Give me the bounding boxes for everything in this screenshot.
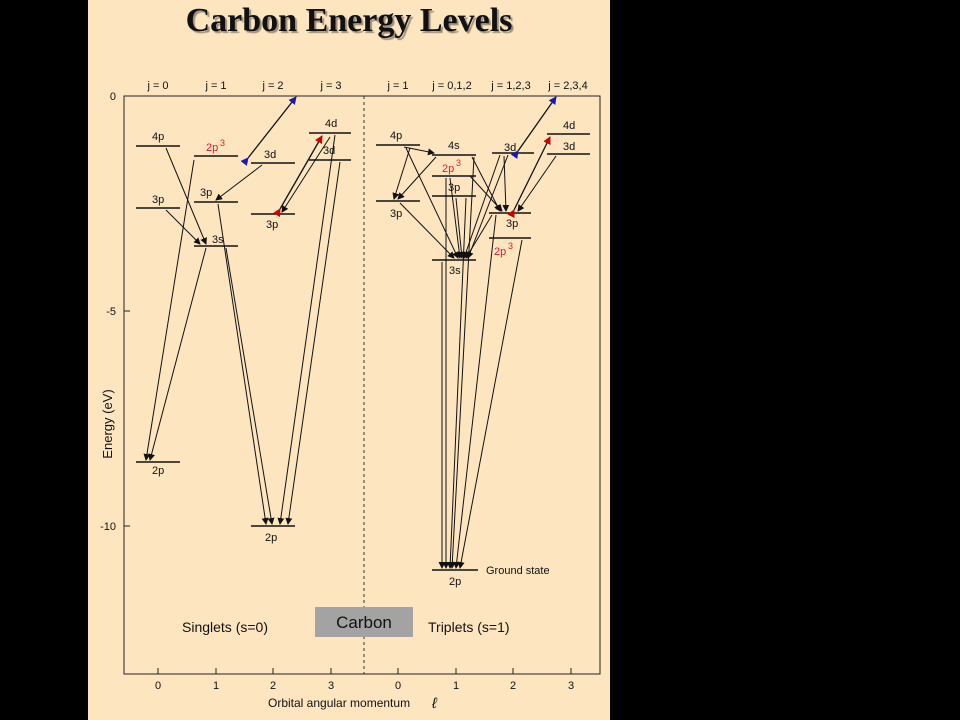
carbon-label-box: [315, 607, 413, 637]
x-tick-triplet-2: 2: [510, 680, 516, 692]
label-t-3d: 3d: [504, 142, 516, 154]
transition-t-3p2-2p: [453, 214, 497, 569]
x-tick-singlet-1: 1: [213, 680, 219, 692]
x-axis-label: Orbital angular momentum: [268, 696, 410, 710]
x-axis-symbol: ℓ: [431, 695, 438, 712]
label-s-2p-l2: 2p: [265, 532, 277, 544]
label-s-3p-l1: 3p: [200, 187, 212, 199]
label-s-4d: 4d: [325, 118, 337, 130]
label-t-2p-ground: 2p: [449, 576, 461, 588]
label-s-4p: 4p: [152, 131, 164, 143]
transition-t-2p3-3s: [449, 177, 463, 259]
y-axis: 0 -5 -10 Energy (eV): [100, 91, 130, 533]
label-t-3d-l3: 3d: [563, 141, 575, 153]
transition-s-red-3p-4d: [273, 135, 323, 218]
j-label-s3: j = 3: [319, 80, 341, 92]
transition-t-2p3b-2p: [457, 239, 523, 569]
label-t-2p3b-sup: 3: [508, 241, 513, 251]
singlets-label: Singlets (s=0): [182, 619, 268, 635]
transition-s-2p3-2p: [143, 159, 195, 461]
transition-t-3d-3s-b: [466, 154, 509, 259]
x-tick-triplet-3: 3: [568, 680, 574, 692]
label-s-3p-l2: 3p: [266, 219, 278, 231]
label-t-4s: 4s: [448, 140, 460, 152]
transition-s-4p-3s: [165, 147, 207, 245]
label-s-3s: 3s: [212, 234, 224, 246]
transition-s-3s-2p: [148, 247, 207, 461]
singlet-transitions: [143, 96, 341, 525]
transition-t-4p-3s: [405, 147, 459, 259]
transition-t-4s-3p2: [471, 156, 501, 212]
transition-t-3d-3p2: [502, 155, 510, 212]
j-label-s2: j = 2: [261, 80, 283, 92]
transition-t-3p1-3s: [455, 197, 465, 259]
transition-s-3s-2p-b: [225, 247, 275, 525]
carbon-label: Carbon: [336, 613, 392, 632]
label-t-2p3b: 2p: [494, 246, 506, 258]
label-s-3p-l0: 3p: [152, 194, 164, 206]
transition-t-3p0-3s: [399, 202, 455, 259]
label-t-4d: 4d: [563, 120, 575, 132]
x-tick-singlet-2: 2: [270, 680, 276, 692]
label-s-2p3: 2p: [206, 142, 218, 154]
transition-s-4d-2p: [277, 134, 336, 525]
transition-s-4d-3p: [281, 136, 331, 213]
y-axis-label: Energy (eV): [100, 389, 115, 458]
label-s-2p3-sup: 3: [220, 138, 225, 148]
transition-s-3d-3p: [215, 164, 263, 201]
label-t-2p3: 2p: [442, 163, 454, 175]
transition-t-4s-3p: [397, 156, 437, 200]
label-s-3d: 3d: [264, 149, 276, 161]
y-tick-0: 0: [110, 91, 116, 103]
transition-t-3p1-2p: [446, 197, 467, 569]
transition-t-4p-3p2: [469, 175, 503, 212]
y-tick-minus10: -10: [100, 521, 116, 533]
plot-frame: [123, 95, 601, 675]
label-t-4p: 4p: [390, 130, 402, 142]
triplet-transitions: [392, 96, 557, 569]
j-label-s1: j = 1: [204, 80, 226, 92]
label-s-2p-l0: 2p: [152, 465, 164, 477]
label-t-3p-l0: 3p: [390, 208, 402, 220]
singlet-levels: [136, 132, 351, 527]
slide-title: Carbon Energy Levels: [185, 2, 513, 39]
ground-state-label: Ground state: [486, 565, 550, 577]
label-t-3s: 3s: [449, 265, 461, 277]
transition-s-3p-2p-a: [217, 203, 269, 525]
transition-t-3p2-3s: [465, 214, 493, 259]
j-label-t0: j = 1: [386, 80, 408, 92]
transition-t-blue-3d: [510, 96, 557, 160]
triplets-label: Triplets (s=1): [428, 619, 510, 635]
label-t-2p3-sup: 3: [456, 158, 461, 168]
transition-t-4p-4s: [403, 146, 435, 156]
transition-t-4s-2p: [448, 156, 475, 569]
transition-s-blue-3d: [240, 96, 297, 166]
x-tick-triplet-1: 1: [453, 680, 459, 692]
j-label-t3: j = 2,3,4: [547, 80, 587, 92]
label-t-3p-l1: 3p: [448, 182, 460, 194]
label-t-3p-l2: 3p: [506, 218, 518, 230]
x-tick-triplet-0: 0: [395, 680, 401, 692]
j-label-s0: j = 0: [146, 80, 168, 92]
j-labels: j = 0 j = 1 j = 2 j = 3 j = 1 j = 0,1,2 …: [146, 80, 587, 92]
triplet-levels: [376, 133, 590, 571]
y-tick-minus5: -5: [106, 306, 116, 318]
x-tick-singlet-0: 0: [155, 680, 161, 692]
transition-s-3d3-2p: [285, 161, 341, 525]
x-tick-singlet-3: 3: [328, 680, 334, 692]
transition-t-4p-3p: [392, 147, 411, 200]
j-label-t2: j = 1,2,3: [490, 80, 530, 92]
x-axis: 0 1 2 3 0 1 2 3 Orbital angular momentum…: [155, 668, 574, 712]
j-label-t1: j = 0,1,2: [431, 80, 471, 92]
